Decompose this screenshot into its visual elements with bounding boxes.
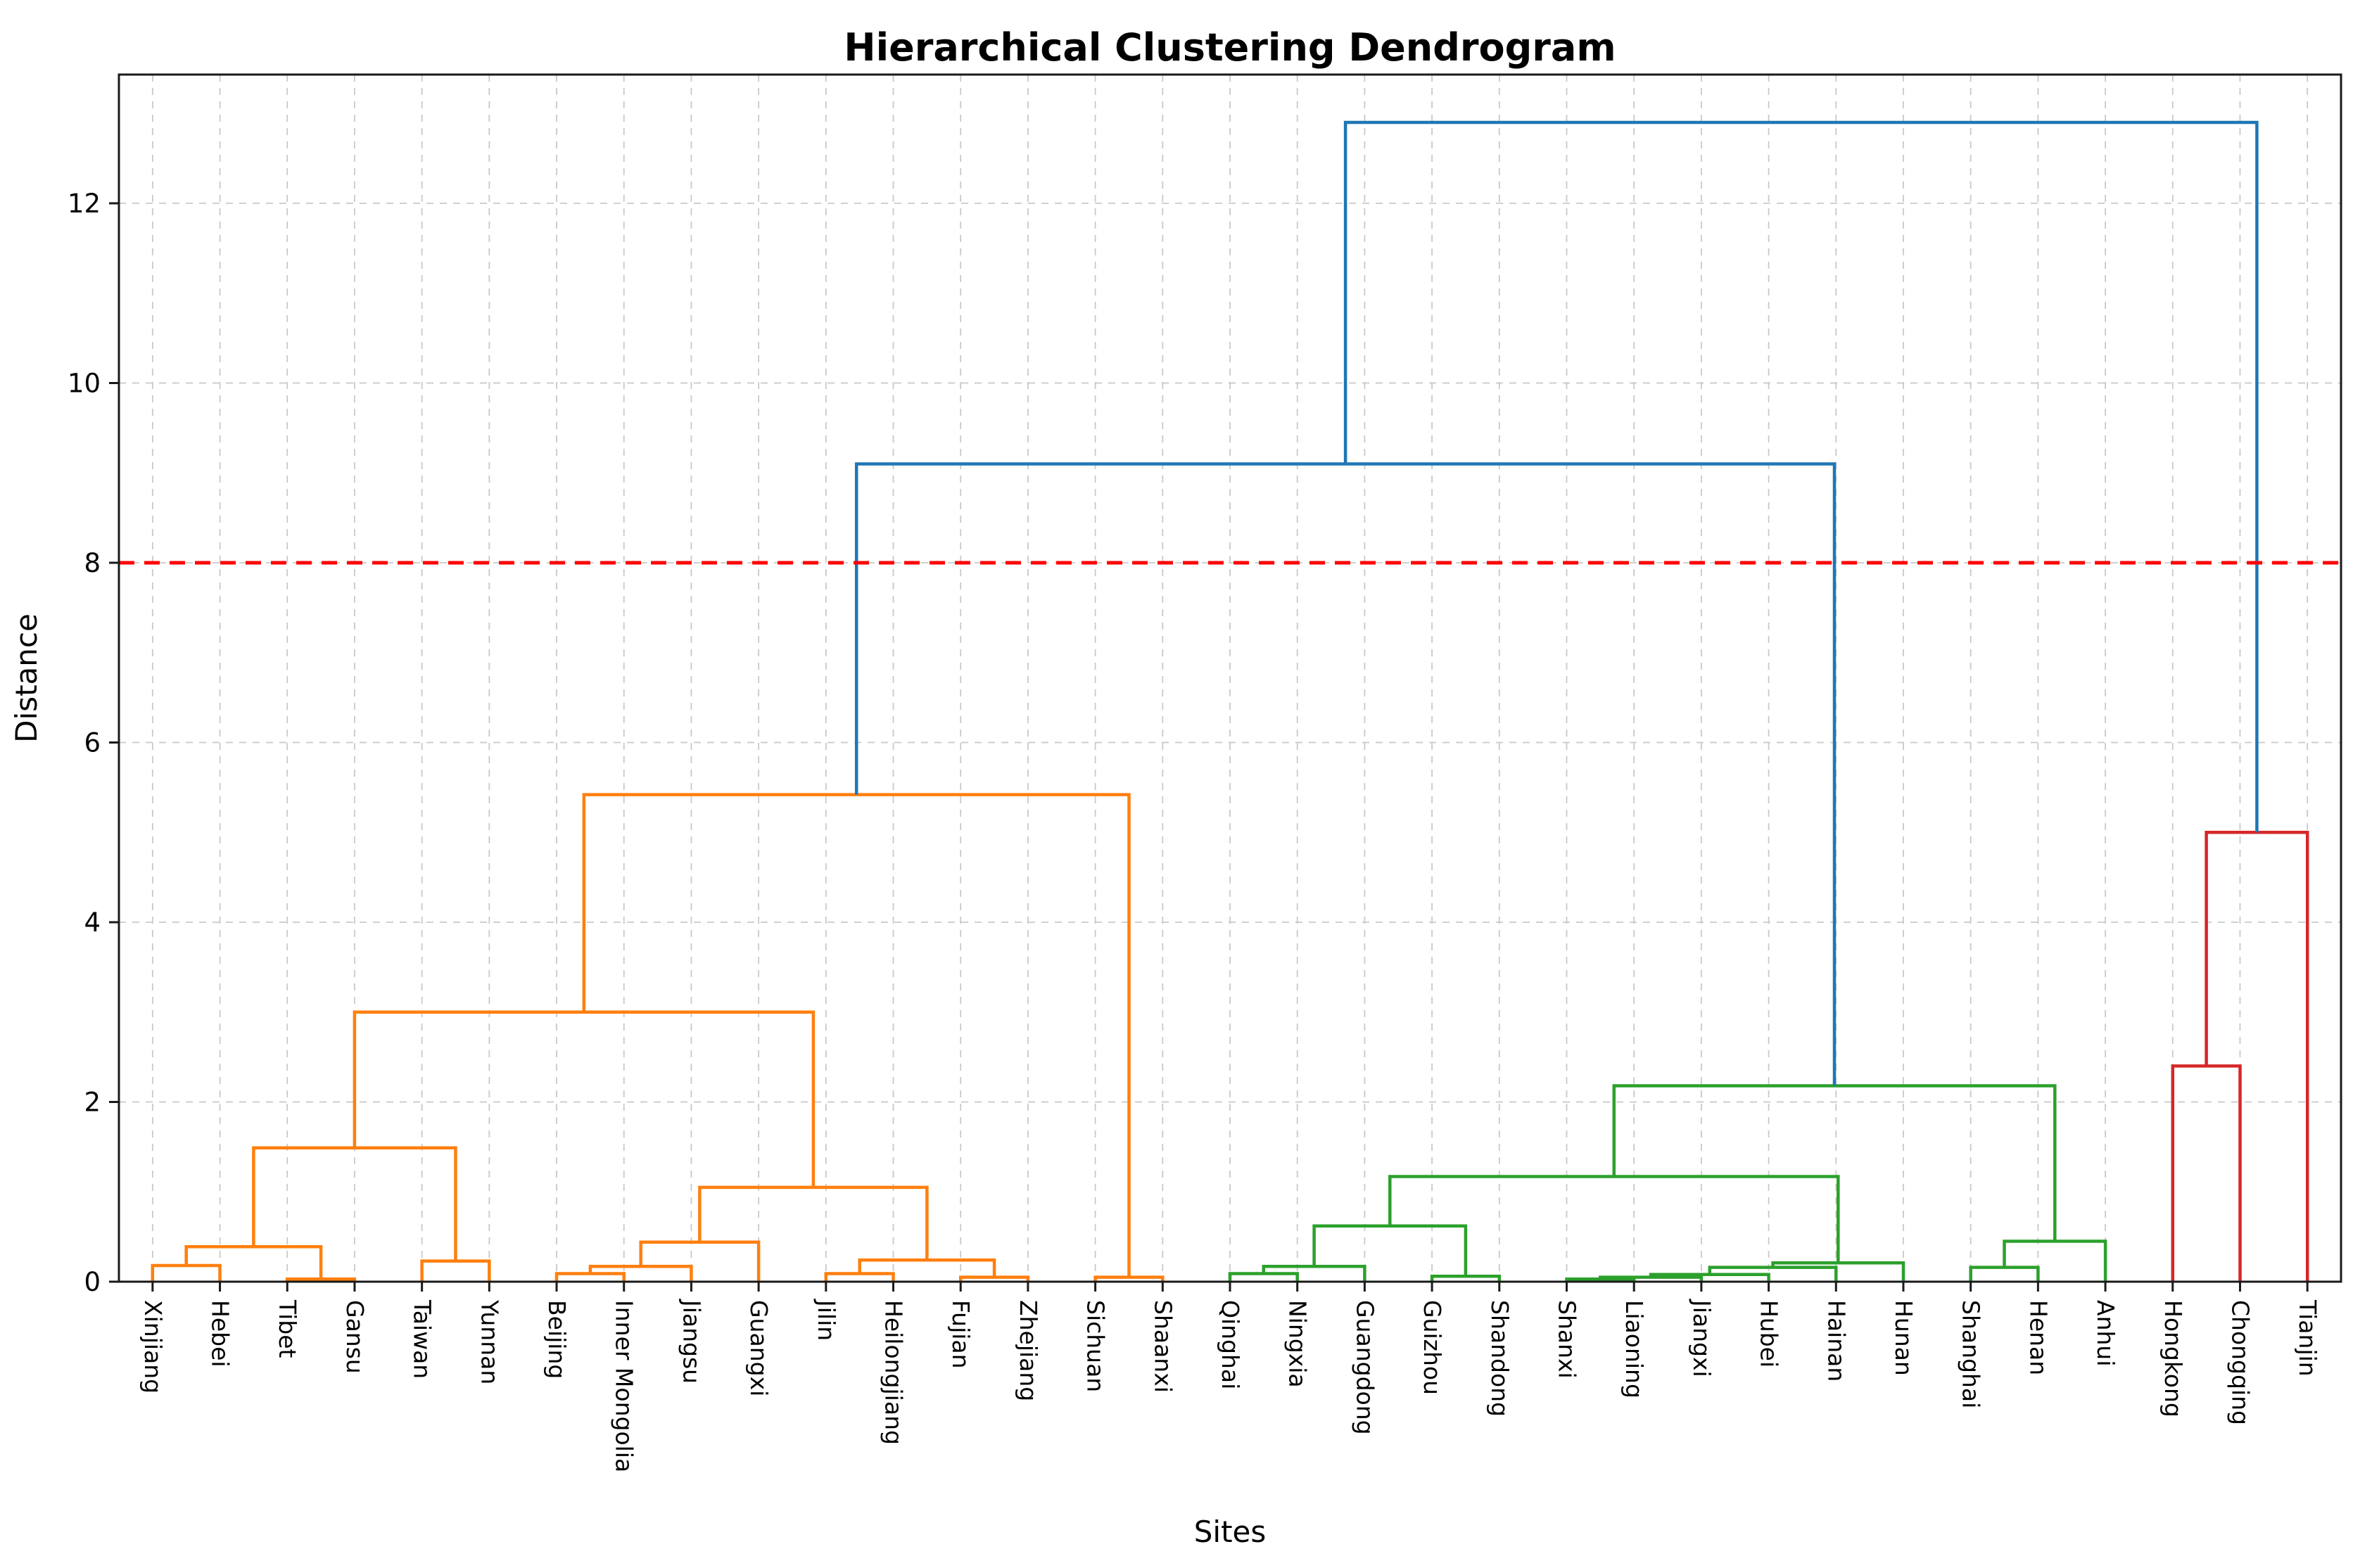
dendrogram-link xyxy=(1228,1272,1299,1282)
leaf-label: Ningxia xyxy=(1284,1300,1312,1388)
dendrogram-link xyxy=(1969,1266,2040,1282)
dendrogram-link xyxy=(1343,120,2259,833)
y-tick-label: 12 xyxy=(68,189,101,219)
leaf-label: Anhui xyxy=(2092,1300,2119,1367)
leaf-label: Beijing xyxy=(543,1300,571,1379)
y-tick-label: 0 xyxy=(84,1267,101,1297)
dendrogram-link xyxy=(824,1272,895,1282)
label-layer: 0 2 4 6 8 10 12 Xinjiang Hebei Tibet Gansu Taiwan Yu… xyxy=(68,189,2321,1472)
leaf-label: Chongqing xyxy=(2227,1300,2254,1425)
leaf-label: Zhejiang xyxy=(1015,1300,1042,1401)
leaf-label: Jiangxi xyxy=(1688,1299,1715,1377)
dendrogram-link xyxy=(1312,1224,1468,1277)
x-axis-label: Sites xyxy=(1194,1515,1267,1549)
y-tick-label: 8 xyxy=(84,548,101,578)
leaf-label: Tibet xyxy=(274,1299,301,1358)
dendrogram-link xyxy=(353,1010,816,1187)
dendrogram-link xyxy=(151,1263,222,1282)
leaf-label: Qinghai xyxy=(1217,1300,1244,1389)
leaf-label: Sichuan xyxy=(1082,1300,1110,1392)
leaf-label: Jiangsu xyxy=(678,1299,705,1384)
leaf-label: Shanxi xyxy=(1554,1300,1581,1379)
leaf-label: Guizhou xyxy=(1419,1300,1446,1395)
dendrogram-link xyxy=(554,1272,626,1282)
dendrogram-link xyxy=(1388,1175,1840,1263)
dendrogram-link xyxy=(854,462,1837,1086)
dendrogram-links xyxy=(151,120,2309,1282)
leaf-label: Jilin xyxy=(813,1299,840,1341)
leaf-label: Hebei xyxy=(207,1300,234,1368)
leaf-label: Tianjin xyxy=(2294,1299,2321,1377)
dendrogram-link xyxy=(2205,831,2309,1282)
leaf-label: Henan xyxy=(2024,1300,2052,1375)
y-tick-label: 6 xyxy=(84,728,101,758)
chart-title: Hierarchical Clustering Dendrogram xyxy=(844,25,1616,70)
dendrogram-link xyxy=(1612,1084,2057,1242)
leaf-label: Shanghai xyxy=(1958,1300,1985,1408)
leaf-label: Hainan xyxy=(1822,1300,1850,1382)
dendrogram-link xyxy=(184,1244,323,1280)
leaf-label: Xinjiang xyxy=(139,1300,167,1394)
y-tick-label: 10 xyxy=(68,369,101,399)
dendrogram-link xyxy=(2171,1064,2242,1282)
dendrogram-link xyxy=(639,1240,761,1282)
leaf-label: Inner Mongolia xyxy=(611,1300,638,1472)
leaf-label: Shandong xyxy=(1486,1300,1514,1417)
dendrogram-link xyxy=(420,1259,491,1282)
leaf-label: Shaanxi xyxy=(1149,1300,1176,1393)
dendrogram-link xyxy=(1771,1261,1905,1282)
grid-layer xyxy=(119,75,2341,1282)
y-axis-label: Distance xyxy=(9,613,44,743)
leaf-label: Gansu xyxy=(341,1300,369,1374)
leaf-label: Hongkong xyxy=(2159,1300,2187,1417)
leaf-label: Guangxi xyxy=(745,1300,773,1396)
leaf-label: Hunan xyxy=(1890,1300,1917,1376)
leaf-label: Fujian xyxy=(947,1300,975,1369)
axes-layer xyxy=(109,73,2342,1292)
leaf-label: Yunnan xyxy=(476,1299,503,1384)
leaf-label: Guangdong xyxy=(1351,1300,1378,1435)
dendrogram-link xyxy=(582,793,1131,1277)
dendrogram-link xyxy=(2003,1239,2107,1282)
leaf-label: Hubei xyxy=(1756,1300,1783,1368)
leaf-label: Liaoning xyxy=(1621,1300,1648,1398)
y-tick-label: 2 xyxy=(84,1088,101,1118)
y-tick-label: 4 xyxy=(84,907,101,938)
leaf-label: Heilongjiang xyxy=(880,1300,908,1445)
leaf-label: Taiwan xyxy=(409,1299,436,1379)
